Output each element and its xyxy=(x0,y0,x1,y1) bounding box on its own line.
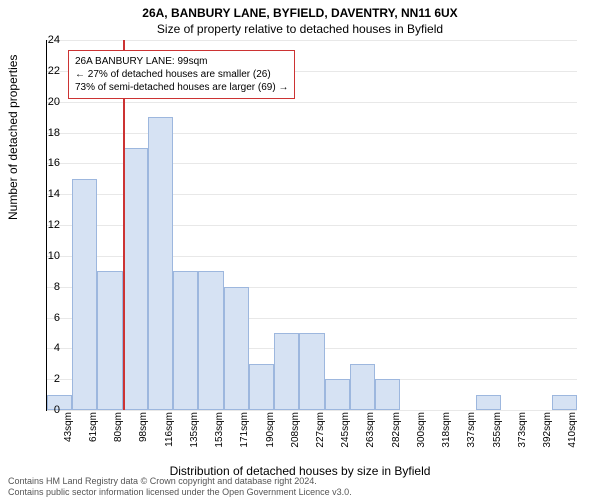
y-tick-label: 8 xyxy=(40,281,60,293)
infobox-line: ← 27% of detached houses are smaller (26… xyxy=(75,68,288,81)
histogram-bar xyxy=(274,333,299,410)
histogram-bar xyxy=(325,379,350,410)
x-tick-label: 208sqm xyxy=(290,412,301,452)
y-axis-label: Number of detached properties xyxy=(6,55,20,220)
x-tick-label: 43sqm xyxy=(63,412,74,452)
histogram-bar xyxy=(350,364,375,410)
x-tick-label: 318sqm xyxy=(441,412,452,452)
x-tick-label: 373sqm xyxy=(517,412,528,452)
x-tick-label: 392sqm xyxy=(542,412,553,452)
footer-attribution: Contains HM Land Registry data © Crown c… xyxy=(8,476,352,498)
x-tick-label: 355sqm xyxy=(492,412,503,452)
histogram-bar xyxy=(72,179,97,410)
footer-line2: Contains public sector information licen… xyxy=(8,487,352,497)
x-tick-label: 282sqm xyxy=(391,412,402,452)
footer-line1: Contains HM Land Registry data © Crown c… xyxy=(8,476,317,486)
y-tick-label: 2 xyxy=(40,373,60,385)
histogram-bar xyxy=(375,379,400,410)
histogram-bar xyxy=(249,364,274,410)
y-tick-label: 10 xyxy=(40,250,60,262)
x-tick-label: 171sqm xyxy=(239,412,250,452)
histogram-bar xyxy=(552,395,577,410)
chart-title-sub: Size of property relative to detached ho… xyxy=(0,20,600,36)
histogram-bar xyxy=(299,333,324,410)
y-tick-label: 20 xyxy=(40,96,60,108)
x-tick-label: 98sqm xyxy=(138,412,149,452)
histogram-bar xyxy=(173,271,198,410)
histogram-bar xyxy=(123,148,148,410)
histogram-bar xyxy=(148,117,173,410)
property-infobox: 26A BANBURY LANE: 99sqm← 27% of detached… xyxy=(68,50,295,99)
chart-title-main: 26A, BANBURY LANE, BYFIELD, DAVENTRY, NN… xyxy=(0,0,600,20)
infobox-line: 73% of semi-detached houses are larger (… xyxy=(75,81,288,94)
histogram-bar xyxy=(198,271,223,410)
y-tick-label: 14 xyxy=(40,188,60,200)
x-tick-label: 245sqm xyxy=(340,412,351,452)
x-tick-label: 410sqm xyxy=(567,412,578,452)
x-tick-label: 300sqm xyxy=(416,412,427,452)
x-tick-label: 116sqm xyxy=(164,412,175,452)
x-tick-label: 80sqm xyxy=(113,412,124,452)
y-tick-label: 0 xyxy=(40,404,60,416)
y-tick-label: 12 xyxy=(40,219,60,231)
y-tick-label: 6 xyxy=(40,312,60,324)
infobox-line: 26A BANBURY LANE: 99sqm xyxy=(75,55,288,68)
grid-line xyxy=(47,102,577,103)
x-tick-label: 153sqm xyxy=(214,412,225,452)
grid-line xyxy=(47,410,577,411)
y-tick-label: 4 xyxy=(40,342,60,354)
y-tick-label: 22 xyxy=(40,65,60,77)
x-tick-label: 190sqm xyxy=(265,412,276,452)
grid-line xyxy=(47,133,577,134)
x-tick-label: 135sqm xyxy=(189,412,200,452)
x-tick-label: 263sqm xyxy=(365,412,376,452)
x-tick-label: 61sqm xyxy=(88,412,99,452)
y-tick-label: 18 xyxy=(40,127,60,139)
x-tick-label: 337sqm xyxy=(466,412,477,452)
grid-line xyxy=(47,40,577,41)
histogram-bar xyxy=(476,395,501,410)
y-tick-label: 24 xyxy=(40,34,60,46)
y-tick-label: 16 xyxy=(40,157,60,169)
histogram-bar xyxy=(97,271,122,410)
histogram-bar xyxy=(224,287,249,410)
x-tick-label: 227sqm xyxy=(315,412,326,452)
